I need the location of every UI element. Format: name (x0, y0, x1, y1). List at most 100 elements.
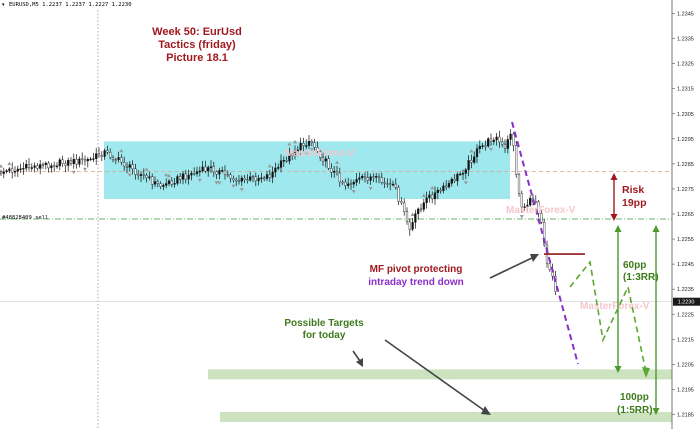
candle-body (408, 221, 411, 230)
candle-body (235, 179, 238, 182)
candle-body (86, 159, 89, 162)
candle-body (64, 163, 67, 166)
fractal-marker (217, 181, 222, 185)
candle-body (89, 158, 92, 161)
candle-body (204, 166, 207, 172)
candle-body (338, 172, 341, 183)
y-tick-label: 1.2195 (677, 387, 694, 393)
candle-body (489, 138, 493, 142)
candle-body (394, 183, 397, 188)
fractal-marker (335, 160, 339, 164)
candle-body (515, 145, 518, 175)
fractal-marker (519, 214, 524, 219)
candle-body (341, 181, 344, 184)
candle-body (369, 176, 372, 181)
candle-body (495, 136, 498, 141)
candle-body (282, 159, 285, 162)
candle-body (361, 176, 364, 179)
candle-body (428, 194, 431, 198)
candle-body (512, 133, 515, 146)
candle-body (419, 208, 423, 211)
candle-body (335, 171, 339, 174)
candle-body (506, 139, 509, 149)
candle-body (190, 173, 193, 176)
candle-body (61, 159, 64, 164)
candle-body (92, 158, 95, 160)
candle-body (271, 171, 274, 178)
candle-body (162, 185, 165, 187)
fractal-marker (267, 164, 272, 168)
candle-body (111, 157, 115, 160)
fractal-marker (0, 164, 3, 168)
mf-pointer-arrow (489, 256, 535, 279)
candle-body (128, 164, 131, 168)
targets-arrow-2-head (481, 406, 491, 415)
fractal-marker (421, 193, 426, 198)
fractal-marker (469, 149, 474, 153)
candle-body (461, 173, 465, 175)
fractal-marker (304, 152, 309, 157)
candle-body (263, 177, 266, 180)
y-tick-label: 1.2205 (677, 362, 694, 368)
target1-arrow-head-up (614, 225, 622, 232)
candle-body (447, 183, 451, 188)
candle-body (383, 182, 386, 184)
candle-body (433, 192, 437, 200)
candle-body (81, 158, 84, 161)
candle-body (333, 171, 336, 173)
candle-body (243, 177, 246, 180)
candle-body (41, 164, 45, 166)
chart-menu-icon[interactable]: ▾ (2, 2, 5, 8)
candle-body (279, 160, 283, 168)
candle-body (268, 174, 271, 178)
candle-body (25, 164, 28, 169)
candle-body (237, 180, 241, 182)
y-tick-label: 1.2285 (677, 162, 694, 168)
candle-body (391, 183, 395, 186)
candle-body (321, 157, 325, 162)
candle-body (36, 165, 39, 169)
candle-body (27, 164, 31, 169)
fractal-marker (127, 173, 132, 177)
candle-body (159, 183, 162, 187)
candle-body (232, 178, 235, 181)
fractal-marker (293, 139, 297, 144)
candle-body (167, 180, 171, 184)
fractal-marker (7, 161, 12, 166)
candle-body (229, 174, 232, 179)
candle-body (165, 183, 168, 186)
candle-body (50, 165, 53, 169)
candle-body (193, 173, 196, 175)
y-tick-label: 1.2255 (677, 237, 694, 243)
candle-body (184, 173, 187, 180)
projected-path (569, 260, 647, 373)
candle-body (347, 183, 350, 186)
candle-body (221, 170, 224, 172)
target1-label-2: (1:3RR) (623, 272, 659, 283)
targets-arrow-2 (384, 339, 486, 412)
candle-body (377, 176, 381, 178)
candle-body (358, 177, 361, 180)
target2-label-1: 100pp (620, 392, 649, 403)
candle-body (58, 159, 61, 167)
candle-body (223, 170, 227, 175)
target2-arrow-head-down (652, 408, 660, 415)
targets-arrow-1-head (356, 358, 363, 367)
order-label: #48828409 sell (2, 215, 48, 221)
candle-body (179, 176, 182, 180)
candle-body (8, 168, 11, 171)
trend-label: intraday trend down (368, 277, 464, 288)
candle-body (246, 179, 249, 181)
candle-body (442, 185, 445, 191)
candle-body (251, 176, 255, 178)
y-tick-label: 1.2215 (677, 337, 694, 343)
candle-body (481, 145, 484, 147)
watermark-1: MasterForex-V (285, 148, 355, 159)
candle-body (492, 139, 495, 142)
candle-body (95, 153, 98, 159)
candle-body (389, 183, 392, 185)
y-tick-label: 1.2185 (677, 413, 694, 419)
candle-body (380, 177, 383, 183)
candle-body (467, 160, 470, 170)
candle-body (450, 178, 453, 184)
